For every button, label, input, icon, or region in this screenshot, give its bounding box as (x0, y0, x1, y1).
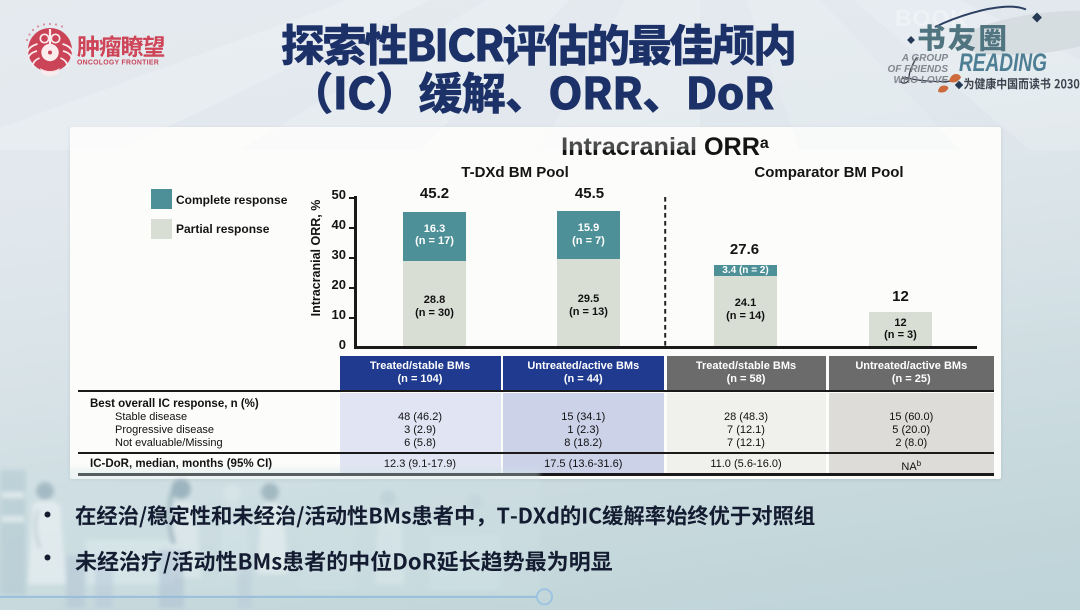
svg-text:A GROUP: A GROUP (901, 53, 949, 64)
svg-text:BOOK: BOOK (895, 5, 968, 31)
svg-text:OF FRIENDS: OF FRIENDS (887, 64, 948, 75)
svg-text:WHO LOVE: WHO LOVE (894, 75, 949, 86)
svg-text:ONCOLOGY FRONTIER: ONCOLOGY FRONTIER (77, 60, 159, 67)
svg-text:READING: READING (959, 49, 1047, 77)
